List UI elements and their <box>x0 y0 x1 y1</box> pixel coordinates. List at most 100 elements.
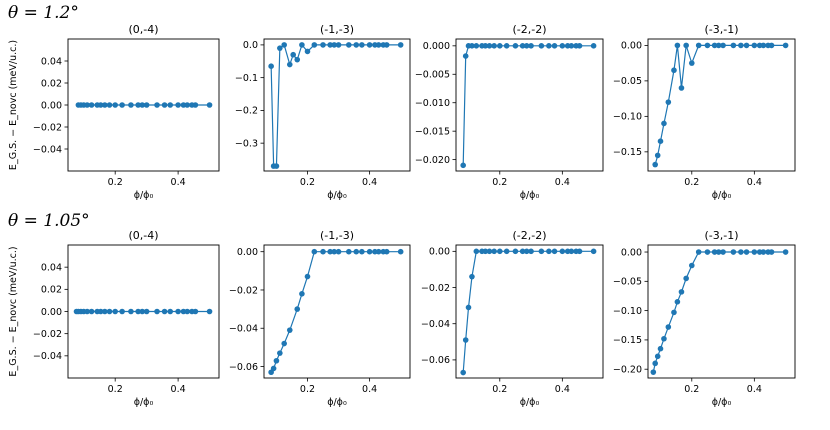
data-point <box>665 99 672 105</box>
data-point <box>277 45 283 51</box>
data-point <box>366 248 373 255</box>
x-axis-label: ϕ/ϕ₀ <box>327 190 347 201</box>
series-line <box>654 44 786 165</box>
x-axis-label: ϕ/ϕ₀ <box>134 397 154 408</box>
data-point <box>496 43 503 49</box>
data-point <box>590 43 597 49</box>
y-tick-label: 0.00 <box>429 247 450 258</box>
data-point <box>383 248 390 255</box>
x-tick-label: 0.4 <box>555 177 570 188</box>
data-point <box>559 248 566 255</box>
data-point <box>143 308 150 315</box>
x-axis-label: ϕ/ϕ₀ <box>520 397 540 408</box>
series-line <box>462 45 594 166</box>
data-point <box>102 308 108 315</box>
axes-frame <box>647 38 796 172</box>
data-point <box>715 249 722 255</box>
axes-frame <box>263 244 411 379</box>
data-point <box>695 42 702 49</box>
y-tick-label: −0.02 <box>421 283 450 294</box>
data-point <box>538 43 545 49</box>
data-point <box>273 163 280 169</box>
chart-panel: (-2,-2) 0.2 0.4 −0.020 −0.015 −0.010 −0.005 0.0… <box>415 23 604 201</box>
data-point <box>304 273 311 280</box>
data-point <box>519 43 526 49</box>
x-tick-label: 0.2 <box>492 177 507 188</box>
data-point <box>346 248 352 255</box>
data-point <box>460 162 466 169</box>
data-point <box>512 248 519 255</box>
data-point <box>135 102 141 108</box>
data-point <box>473 43 480 49</box>
x-tick-label: 0.2 <box>300 384 315 395</box>
data-point <box>88 102 95 108</box>
y-tick-label: 0.02 <box>41 285 62 296</box>
data-point <box>311 42 318 48</box>
data-point <box>469 43 475 49</box>
row-title-top: θ = 1.2° <box>8 3 79 23</box>
data-point <box>465 304 472 311</box>
data-point <box>512 43 519 49</box>
x-tick-label: 0.4 <box>171 384 186 395</box>
x-tick-label: 0.2 <box>492 384 507 395</box>
data-point <box>119 102 125 108</box>
panel-title: (-3,-1) <box>704 23 738 36</box>
data-point <box>519 248 526 255</box>
data-point <box>551 248 558 255</box>
data-point <box>657 345 664 352</box>
y-tick-label: 0.00 <box>621 247 642 258</box>
data-point <box>482 248 489 255</box>
data-point <box>482 43 489 49</box>
panel-title: (0,-4) <box>128 229 158 242</box>
y-tick-label: −0.02 <box>33 122 62 133</box>
data-point <box>119 308 125 315</box>
data-point <box>139 102 146 108</box>
data-point <box>397 42 404 48</box>
data-point <box>175 308 181 315</box>
data-point <box>652 360 658 367</box>
y-tick-label: 0.00 <box>41 100 62 111</box>
data-point <box>383 42 390 48</box>
data-point <box>469 273 475 280</box>
y-tick-label: −0.02 <box>33 329 62 340</box>
y-tick-label: 0.04 <box>41 262 62 273</box>
data-point <box>353 42 360 48</box>
data-point <box>139 308 146 315</box>
y-tick-label: −0.06 <box>229 362 258 373</box>
data-point <box>546 43 552 49</box>
chart-panel: (0,-4) 0.2 0.4 −0.04 −0.02 0.00 0.02 0.04 ϕ/ϕ₀ E_… <box>8 229 220 408</box>
data-point <box>128 102 134 108</box>
data-point <box>760 42 767 49</box>
data-point <box>688 262 695 269</box>
y-axis-label: E_G.S. − E_novc (meV/u.c.) <box>8 40 19 170</box>
y-tick-label: −0.05 <box>613 277 642 288</box>
data-point <box>491 43 497 49</box>
data-point <box>286 61 293 68</box>
data-point <box>704 42 711 49</box>
chart-panels: (0,-4) 0.2 0.4 −0.04 −0.02 0.00 0.02 0.04 ϕ/ϕ₀ E_… <box>8 23 796 408</box>
data-point <box>546 248 552 255</box>
data-point <box>688 60 695 66</box>
data-point <box>730 42 737 49</box>
data-point <box>154 102 160 108</box>
data-point <box>359 42 365 48</box>
y-tick-label: −0.3 <box>235 138 258 149</box>
data-point <box>112 102 118 108</box>
x-tick-label: 0.2 <box>684 177 699 188</box>
axes-frame <box>455 38 604 172</box>
chart-panel: (0,-4) 0.2 0.4 −0.04 −0.02 0.00 0.02 0.04 ϕ/ϕ₀ E_… <box>8 23 220 201</box>
data-point <box>206 102 213 108</box>
data-point <box>551 43 558 49</box>
y-tick-label: 0.00 <box>237 247 258 258</box>
y-tick-label: −0.02 <box>229 285 258 296</box>
data-point <box>192 308 199 315</box>
chart-panel: (-1,-3) 0.2 0.4 −0.3 −0.2 −0.1 0.0 ϕ/ϕ₀ <box>235 23 411 201</box>
y-tick-label: −0.04 <box>421 319 450 330</box>
data-point <box>711 42 718 49</box>
data-point <box>751 42 758 49</box>
data-point <box>576 248 583 255</box>
data-point <box>294 56 301 63</box>
data-point <box>167 102 174 108</box>
data-point <box>528 248 534 255</box>
data-point <box>715 42 722 49</box>
